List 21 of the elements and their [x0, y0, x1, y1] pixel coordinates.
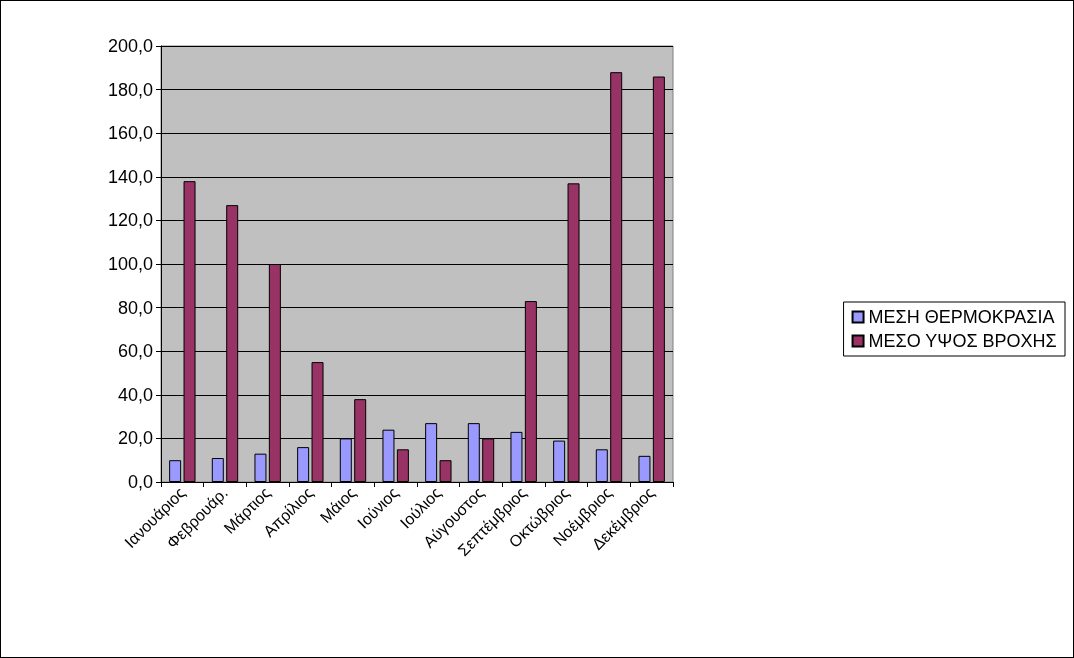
bar	[439, 460, 452, 482]
bar	[595, 449, 608, 482]
bar	[396, 449, 409, 482]
y-tick-label: 120,0	[107, 210, 153, 231]
y-tick-label: 20,0	[117, 428, 153, 449]
y-tick-label: 80,0	[117, 297, 153, 318]
bar	[254, 453, 267, 482]
y-tick-label: 160,0	[107, 123, 153, 144]
bar	[211, 458, 224, 482]
bar	[638, 455, 651, 482]
y-tick-label: 180,0	[107, 79, 153, 100]
y-tick-label: 140,0	[107, 166, 153, 187]
y-tick-label: 100,0	[107, 254, 153, 274]
bar	[169, 460, 182, 482]
y-tick-label: 60,0	[117, 341, 153, 362]
bar	[297, 447, 310, 482]
y-tick-label: 40,0	[117, 384, 153, 405]
y-tick-label: 0,0	[127, 472, 153, 492]
y-tick-label: 200,0	[107, 36, 153, 56]
legend-label: ΜΕΣΗ ΘΕΡΜΟΚΡΑΣΙΑ	[868, 307, 1055, 327]
legend-label: ΜΕΣΟ ΥΨΟΣ ΒΡΟΧΗΣ	[868, 331, 1057, 351]
